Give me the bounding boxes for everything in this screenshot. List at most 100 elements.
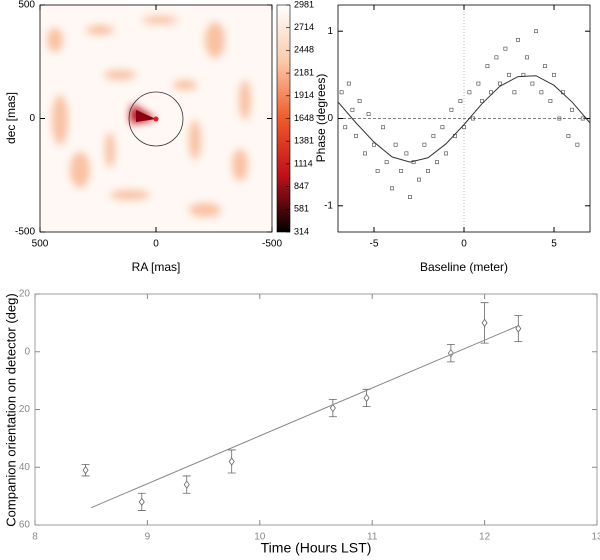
- point: [498, 81, 502, 86]
- point: [570, 107, 574, 112]
- colorbar-tick-label: 1648: [294, 113, 314, 123]
- point: [372, 142, 376, 147]
- x-tick-label: 0: [153, 239, 159, 250]
- point: [503, 46, 508, 51]
- point: [476, 81, 481, 86]
- fit-line: [91, 325, 519, 509]
- colorbar-tick-label: 1381: [294, 136, 314, 146]
- point: [462, 125, 466, 130]
- y-tick-label: 500: [18, 0, 35, 11]
- point: [346, 81, 351, 86]
- point: [422, 142, 427, 147]
- point: [440, 125, 445, 130]
- x-axis-label: Time (Hours LST): [261, 540, 372, 556]
- point: [557, 116, 562, 121]
- point: [393, 142, 398, 147]
- heatmap-image: [40, 5, 272, 232]
- colorbar-tick-label: 2181: [294, 67, 314, 77]
- x-axis-label: Baseline (meter): [420, 260, 508, 274]
- colorbar-tick-label: 1114: [294, 158, 313, 168]
- colorbar-tick-label: 1914: [294, 90, 314, 100]
- y-tick-label: -500: [15, 227, 35, 238]
- point: [481, 318, 488, 328]
- point: [494, 55, 499, 60]
- y-tick-label: 0: [24, 346, 30, 357]
- point: [449, 107, 454, 112]
- x-tick-label: 8: [32, 532, 38, 543]
- x-tick-label: 11: [367, 532, 378, 543]
- fit-line: [337, 75, 591, 163]
- point: [444, 151, 448, 156]
- point: [580, 116, 585, 121]
- point: [458, 99, 463, 103]
- point: [431, 134, 436, 138]
- colorbar-tick-label: 2714: [294, 22, 314, 32]
- axes: -5 0 5 -1 0 1: [324, 4, 591, 250]
- y-tick-label: 0: [29, 113, 35, 124]
- colorbar-tick-label: 847: [294, 181, 309, 191]
- point: [534, 29, 538, 34]
- y-tick-label: 20: [19, 404, 31, 415]
- y-tick-label: 0: [327, 113, 333, 124]
- point: [426, 168, 430, 173]
- point: [404, 151, 409, 156]
- point: [485, 64, 490, 69]
- point: [467, 90, 472, 95]
- point: [516, 38, 520, 42]
- point: [566, 134, 571, 138]
- x-tick-label: 10: [254, 532, 266, 543]
- point: [539, 90, 544, 95]
- point: [381, 125, 385, 130]
- x-tick-label: 9: [145, 532, 151, 543]
- colorbar-tick-label: 314: [294, 226, 309, 236]
- y-tick-label: 20: [19, 289, 31, 300]
- point: [228, 457, 235, 466]
- x-tick-label: 0: [461, 239, 467, 250]
- y-tick-label: 40: [19, 462, 31, 473]
- point: [363, 151, 367, 156]
- axes: 500 0 -500 -500 0 500: [15, 0, 282, 250]
- point: [435, 160, 439, 165]
- point: [329, 403, 336, 413]
- point: [480, 99, 484, 103]
- point: [408, 195, 412, 199]
- y-tick-label: 1: [327, 26, 333, 37]
- point: [343, 125, 348, 130]
- point: [357, 99, 362, 103]
- axes: 8 9 10 11 12 13 20 0 20 40 60: [19, 289, 600, 543]
- point: [183, 480, 190, 489]
- colorbar-tick-label: 2448: [294, 45, 314, 55]
- point: [512, 90, 517, 95]
- x-tick-label: 13: [591, 532, 600, 543]
- point: [390, 186, 394, 191]
- x-tick-label: -500: [262, 239, 282, 250]
- point: [530, 81, 535, 86]
- point: [417, 177, 421, 182]
- point: [515, 324, 522, 333]
- point: [552, 72, 556, 77]
- point: [525, 55, 529, 60]
- point: [138, 497, 145, 507]
- point: [363, 393, 370, 403]
- point: [489, 90, 493, 95]
- point: [399, 168, 403, 173]
- colorbar-tick-label: 2981: [294, 0, 314, 9]
- x-axis-label: RA [mas]: [132, 260, 181, 274]
- point: [507, 72, 511, 77]
- point: [354, 134, 358, 138]
- x-tick-label: 500: [32, 239, 49, 250]
- point: [543, 64, 547, 69]
- colorbar-tick-label: 581: [294, 204, 309, 214]
- point: [375, 168, 380, 173]
- point: [366, 112, 371, 117]
- point: [447, 349, 454, 358]
- point: [82, 465, 89, 475]
- x-tick-label: 5: [551, 239, 557, 250]
- point: [339, 90, 344, 95]
- point: [350, 107, 355, 112]
- x-tick-label: -5: [370, 239, 379, 250]
- y-axis-label: dec [mas]: [4, 92, 18, 144]
- y-axis-label: Companion orientation on detector (deg): [3, 293, 18, 526]
- point: [384, 160, 389, 165]
